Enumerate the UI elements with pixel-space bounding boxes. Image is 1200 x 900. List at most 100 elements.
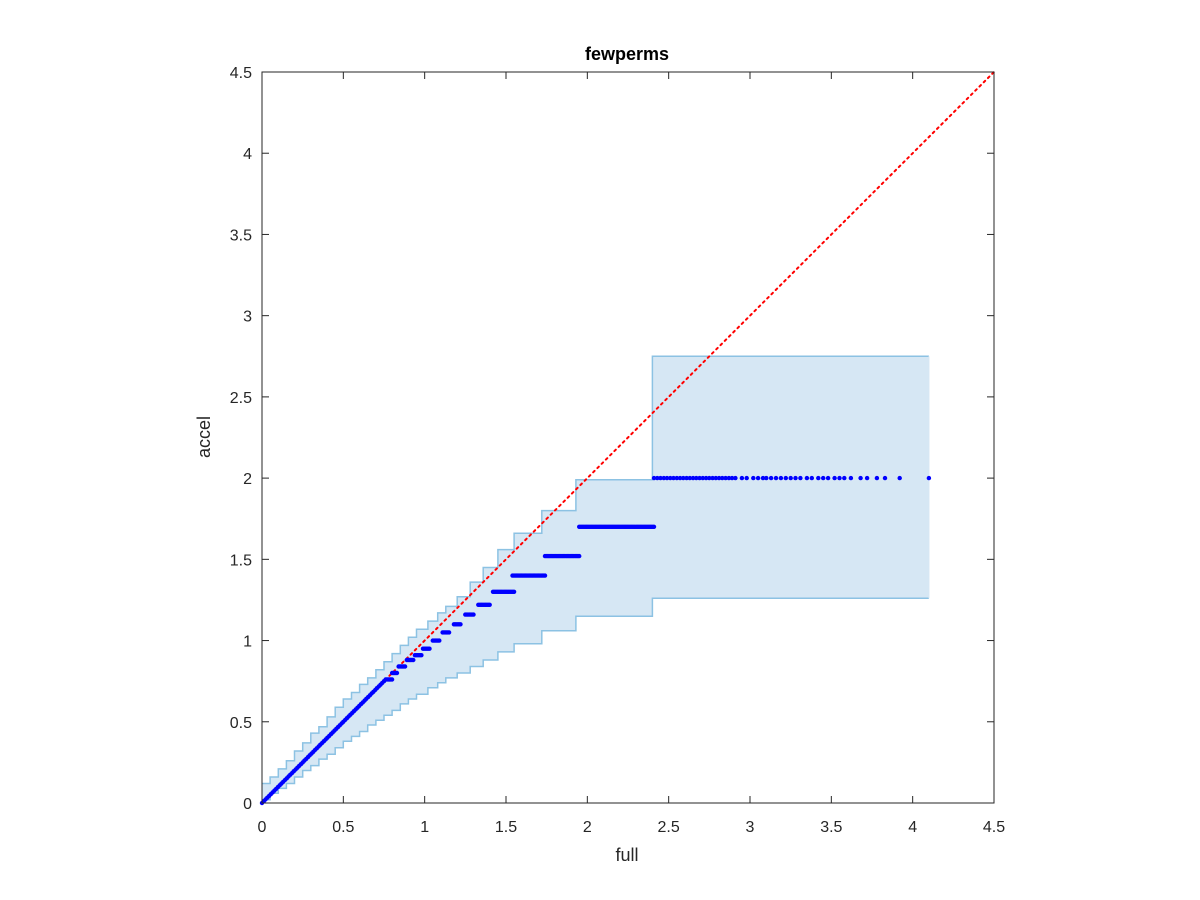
x-tick-label: 2.5 (658, 819, 680, 836)
data-point (842, 475, 847, 481)
data-point (809, 475, 814, 481)
data-point (446, 630, 452, 635)
data-point (739, 475, 745, 481)
data-point (707, 475, 712, 481)
chart-title: fewperms (585, 44, 669, 64)
x-tick-label: 1.5 (495, 819, 517, 836)
reference-line (261, 71, 995, 804)
data-point (778, 475, 784, 481)
data-point (687, 475, 692, 481)
data-point (674, 475, 679, 481)
data-point (458, 622, 463, 627)
y-tick-label: 3 (243, 309, 252, 326)
data-point (755, 475, 761, 481)
y-axis-title: accel (194, 416, 214, 458)
data-point (389, 677, 395, 682)
data-point (402, 664, 408, 669)
data-point (760, 475, 766, 481)
data-point (751, 475, 756, 481)
data-point (651, 475, 657, 481)
data-point (668, 475, 673, 481)
data-point (858, 475, 863, 481)
data-point (655, 475, 660, 481)
plot-area (259, 71, 995, 806)
data-point (926, 475, 932, 481)
y-tick-label: 0 (243, 796, 252, 813)
x-tick-label: 3.5 (820, 819, 842, 836)
x-tick-label: 0.5 (332, 819, 354, 836)
data-point (793, 475, 798, 481)
y-tick-label: 0.5 (230, 715, 252, 732)
y-tick-label: 4 (243, 146, 252, 163)
band-upper-edge (262, 355, 929, 785)
data-point (703, 475, 709, 481)
data-point (744, 475, 749, 481)
data-point (664, 475, 670, 481)
x-tick-label: 1 (420, 819, 429, 836)
data-point (825, 475, 831, 481)
data-point (710, 475, 715, 481)
data-point (788, 475, 793, 481)
axis-ticks: 0 0.5 1 1.5 2 2.5 3 3.5 4 4.5 0 0.5 1 1.5 2 2.5 3 3.5 4 4.5 (230, 65, 1005, 836)
x-tick-label: 2 (583, 819, 592, 836)
data-point (726, 475, 732, 481)
y-tick-label: 4.5 (230, 65, 252, 82)
data-point (773, 475, 779, 481)
y-tick-label: 1.5 (230, 552, 252, 569)
data-point (511, 589, 517, 594)
data-point (658, 475, 663, 481)
data-point (427, 646, 432, 651)
data-point (690, 475, 696, 481)
data-point (716, 475, 722, 481)
data-point (577, 553, 582, 559)
data-point (723, 475, 728, 481)
data-point (864, 475, 870, 481)
axes-box (261, 71, 995, 804)
data-point (394, 670, 400, 676)
x-tick-label: 3 (746, 819, 755, 836)
confidence-band (262, 356, 929, 800)
data-point (471, 612, 476, 617)
data-point (697, 475, 702, 481)
data-point (837, 475, 842, 481)
data-point (832, 475, 837, 481)
y-tick-label: 2.5 (230, 390, 252, 407)
data-point (419, 653, 424, 658)
data-point (874, 475, 880, 481)
x-tick-label: 0 (258, 819, 267, 836)
data-point (798, 475, 803, 481)
data-point (694, 475, 699, 481)
data-point (768, 475, 774, 481)
data-point (411, 657, 416, 663)
data-point (651, 524, 657, 529)
band-lower-edge (262, 597, 929, 801)
data-point (729, 475, 735, 481)
y-tick-label: 3.5 (230, 227, 252, 244)
data-point (804, 475, 810, 481)
y-tick-label: 2 (243, 471, 252, 488)
data-point (487, 602, 492, 607)
data-point (816, 475, 821, 481)
data-point (671, 475, 676, 481)
data-point (661, 475, 666, 481)
data-point (733, 475, 738, 481)
data-point (677, 475, 683, 481)
data-point (542, 573, 548, 578)
x-tick-label: 4 (908, 819, 917, 836)
y-tick-label: 1 (243, 634, 252, 651)
data-point (783, 475, 788, 481)
data-point (848, 475, 854, 481)
data-point (681, 475, 686, 481)
data-point (821, 475, 826, 481)
data-point (720, 475, 725, 481)
data-point (684, 475, 689, 481)
data-point (713, 475, 718, 481)
data-point (764, 475, 769, 481)
x-tick-label: 4.5 (983, 819, 1005, 836)
data-point (882, 475, 888, 481)
data-point (897, 475, 902, 481)
x-axis-title: full (615, 845, 638, 865)
data-point (437, 638, 442, 643)
data-point (700, 475, 705, 481)
